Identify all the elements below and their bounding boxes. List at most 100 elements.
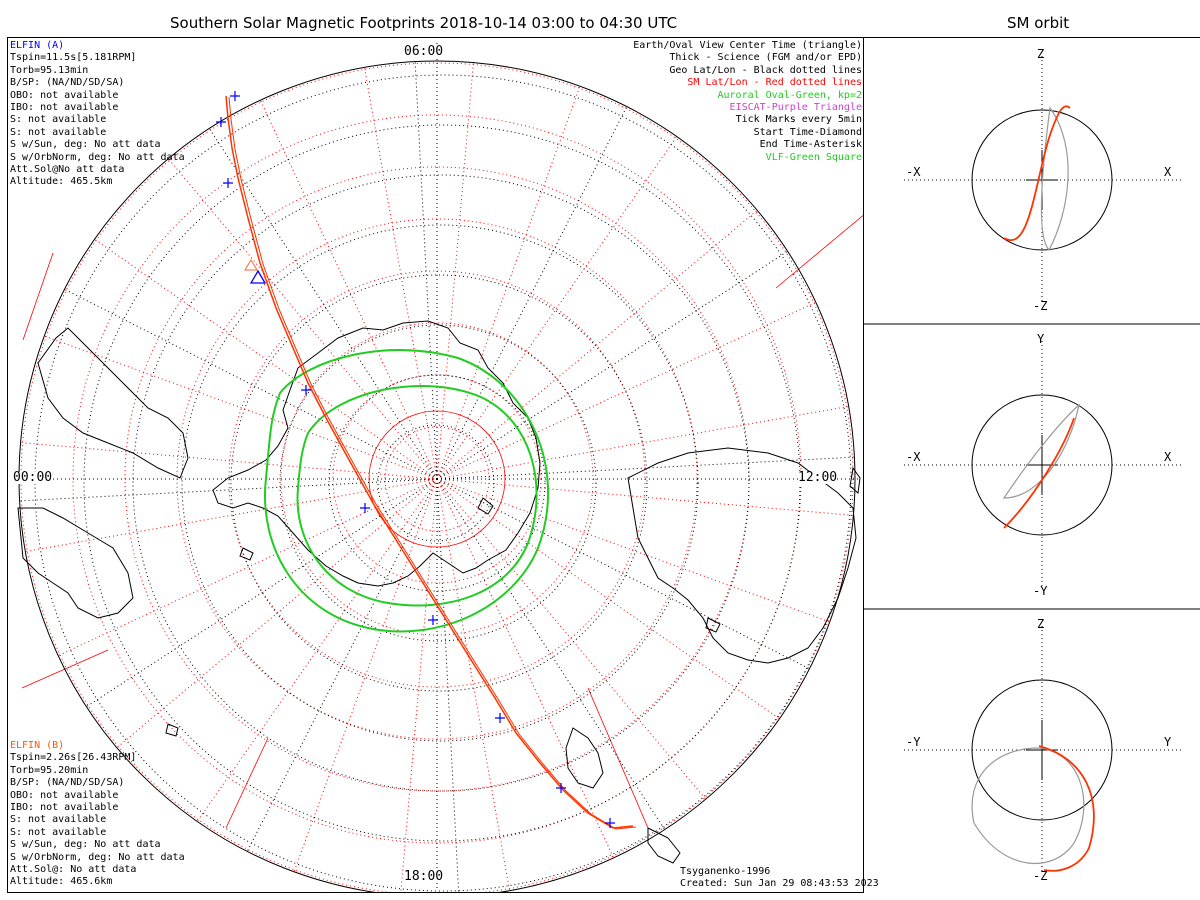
sm-lon-line — [436, 478, 511, 891]
elfin-a-line: S w/Sun, deg: No att data — [10, 139, 161, 151]
coastline — [565, 727, 604, 789]
sm-lon-line — [293, 478, 438, 872]
legend-entry: Auroral Oval-Green, kp=2 — [717, 89, 863, 101]
orbit-path-gray — [971, 747, 1085, 865]
geo-lon-line — [246, 478, 438, 852]
orbit-path-red — [1003, 105, 1071, 241]
sm-lon-line — [436, 478, 615, 859]
coastline — [705, 617, 721, 633]
time-label-top: 06:00 — [404, 44, 444, 59]
coastline — [627, 447, 857, 664]
sm-lon-line — [436, 478, 780, 720]
legend-entry: Earth/Oval View Center Time (triangle) — [633, 40, 862, 51]
legend: Earth/Oval View Center Time (triangle) Th… — [633, 40, 862, 164]
orbit-axis-label-left: -X — [906, 450, 921, 464]
coastline — [477, 497, 494, 515]
elfin-b-line: S w/OrbNorm, deg: No att data — [10, 851, 185, 863]
geo-lat-circle — [132, 174, 750, 792]
time-label-right: 12:00 — [798, 470, 838, 485]
sm-lon-line — [436, 62, 474, 480]
elfin-a-line: S: not available — [10, 126, 107, 138]
elfin-a-line: Torb=95.13min — [10, 64, 89, 76]
orbit-axis-label-bottom: -Z — [1033, 299, 1047, 313]
sm-lon-line — [167, 158, 438, 480]
orbit-axis-label-top: Z — [1037, 617, 1044, 631]
sm-lon-line — [436, 478, 707, 800]
geo-lat-circle — [83, 124, 801, 842]
sm-lon-line — [436, 86, 581, 480]
elfin-b-lines: Tspin=2.26s[26.43RPM] Torb=95.20min B/SP: … — [10, 752, 185, 888]
legend-entry: End Time-Asterisk — [759, 139, 862, 151]
orbit-axis-label-top: Y — [1037, 332, 1045, 346]
orbit-panel-yz: Z -Z -Y Y — [904, 617, 1184, 883]
orbit-path-red — [1038, 745, 1095, 872]
sm-lon-line — [436, 301, 817, 480]
elfin-b-line: Altitude: 465.6km — [10, 876, 113, 888]
geo-lon-line — [19, 478, 438, 502]
earth-circle — [971, 109, 1113, 251]
orbit-title: SM orbit — [1007, 14, 1070, 32]
sm-lon-line — [57, 478, 438, 657]
elfin-a-line: B/SP: (NA/ND/SD/SA) — [10, 77, 125, 89]
sm-lon-line — [363, 67, 438, 480]
geo-lon-line — [86, 478, 438, 708]
elfin-b-line: B/SP: (NA/ND/SD/SA) — [10, 777, 125, 789]
created-label: Created: Sun Jan 29 08:43:53 2023 — [680, 878, 879, 890]
plot-title: Southern Solar Magnetic Footprints 2018-… — [170, 14, 678, 32]
sm-lon-line — [25, 478, 438, 553]
tick-mark — [428, 615, 438, 625]
elfin-a-line: Altitude: 465.5km — [10, 176, 113, 188]
sm-lon-line — [436, 136, 678, 480]
auroral-oval-outer — [264, 349, 549, 633]
elfin-a-line: Att.Sol@No att data — [10, 164, 125, 176]
elfin-a-line: IBO: not available — [10, 102, 119, 114]
legend-entry: EISCAT-Purple Triangle — [729, 102, 862, 114]
elfin-track — [225, 95, 637, 830]
sm-lon-line — [20, 442, 438, 480]
view-center-triangle — [249, 269, 267, 284]
legend-entry: VLF-Green Square — [765, 151, 862, 163]
earth-circle — [971, 394, 1113, 536]
orbit-axis-label-left: -Y — [906, 735, 921, 749]
track-markers — [216, 91, 615, 828]
geo-lon-line — [64, 288, 438, 480]
elfin-b-line: S: not available — [10, 814, 107, 826]
elfin-b-line: S: not available — [10, 826, 107, 838]
legend-entry: Start Time-Diamond — [753, 126, 862, 138]
elfin-b-line: OBO: not available — [10, 789, 119, 801]
time-label-bottom: 18:00 — [404, 869, 444, 884]
sm-lon-line — [436, 405, 849, 480]
elfin-b-line: Torb=95.20min — [10, 764, 89, 776]
sm-rim-tick — [775, 214, 863, 289]
elfin-a-line: OBO: not available — [10, 89, 119, 101]
elfin-b-line: S w/Sun, deg: No att data — [10, 839, 161, 851]
elfin-a-name: ELFIN (A) — [10, 40, 65, 51]
geo-lat-circle — [181, 224, 699, 742]
orbit-path-red — [1003, 417, 1075, 529]
legend-entry: SM Lat/Lon - Red dotted lines — [687, 77, 862, 89]
coastline — [647, 827, 681, 864]
orbit-axis-label-bottom: -Z — [1033, 869, 1047, 883]
tick-mark — [301, 385, 311, 395]
coastline — [212, 320, 541, 587]
geo-lon-line — [436, 478, 460, 892]
coastline — [37, 327, 189, 479]
sm-lon-line — [436, 209, 758, 480]
coastline — [849, 466, 861, 494]
orbit-panels: Z -Z -X X Y -Y -X X Z -Z -Y Y — [864, 37, 1200, 893]
elfin-b-name: ELFIN (B) — [10, 740, 65, 751]
tick-mark — [223, 178, 233, 188]
geo-lon-line — [436, 456, 855, 480]
orbit-axis-label-right: Y — [1164, 735, 1172, 749]
sm-lon-line — [259, 99, 438, 480]
geo-lon-line — [436, 478, 666, 830]
geo-lon-line — [414, 61, 438, 480]
credits: Tsyganenko-1996 Created: Sun Jan 29 08:4… — [680, 866, 879, 891]
elfin-b-track — [225, 95, 634, 829]
elfin-b-line: IBO: not available — [10, 802, 119, 814]
elfin-a-lines: Tspin=11.5s[5.181RPM] Torb=95.13min B/SP: … — [10, 52, 185, 188]
sm-lon-line — [436, 478, 830, 623]
tick-mark — [556, 783, 566, 793]
earth-circle — [971, 679, 1113, 821]
elfin-a-line: S: not available — [10, 114, 107, 126]
